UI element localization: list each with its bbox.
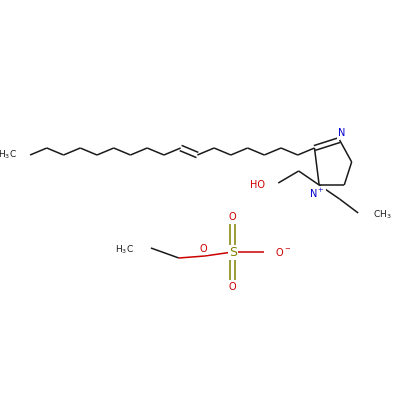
Text: O$^-$: O$^-$: [276, 246, 292, 258]
Text: HO: HO: [250, 180, 265, 190]
Text: O: O: [229, 212, 236, 222]
Text: CH$_3$: CH$_3$: [373, 209, 392, 221]
Text: H$_3$C: H$_3$C: [115, 244, 134, 256]
Text: N: N: [338, 128, 345, 138]
Text: S: S: [229, 246, 237, 258]
Text: O: O: [199, 244, 207, 254]
Text: H$_3$C: H$_3$C: [0, 149, 17, 161]
Text: N$^+$: N$^+$: [310, 186, 325, 200]
Text: O: O: [229, 282, 236, 292]
